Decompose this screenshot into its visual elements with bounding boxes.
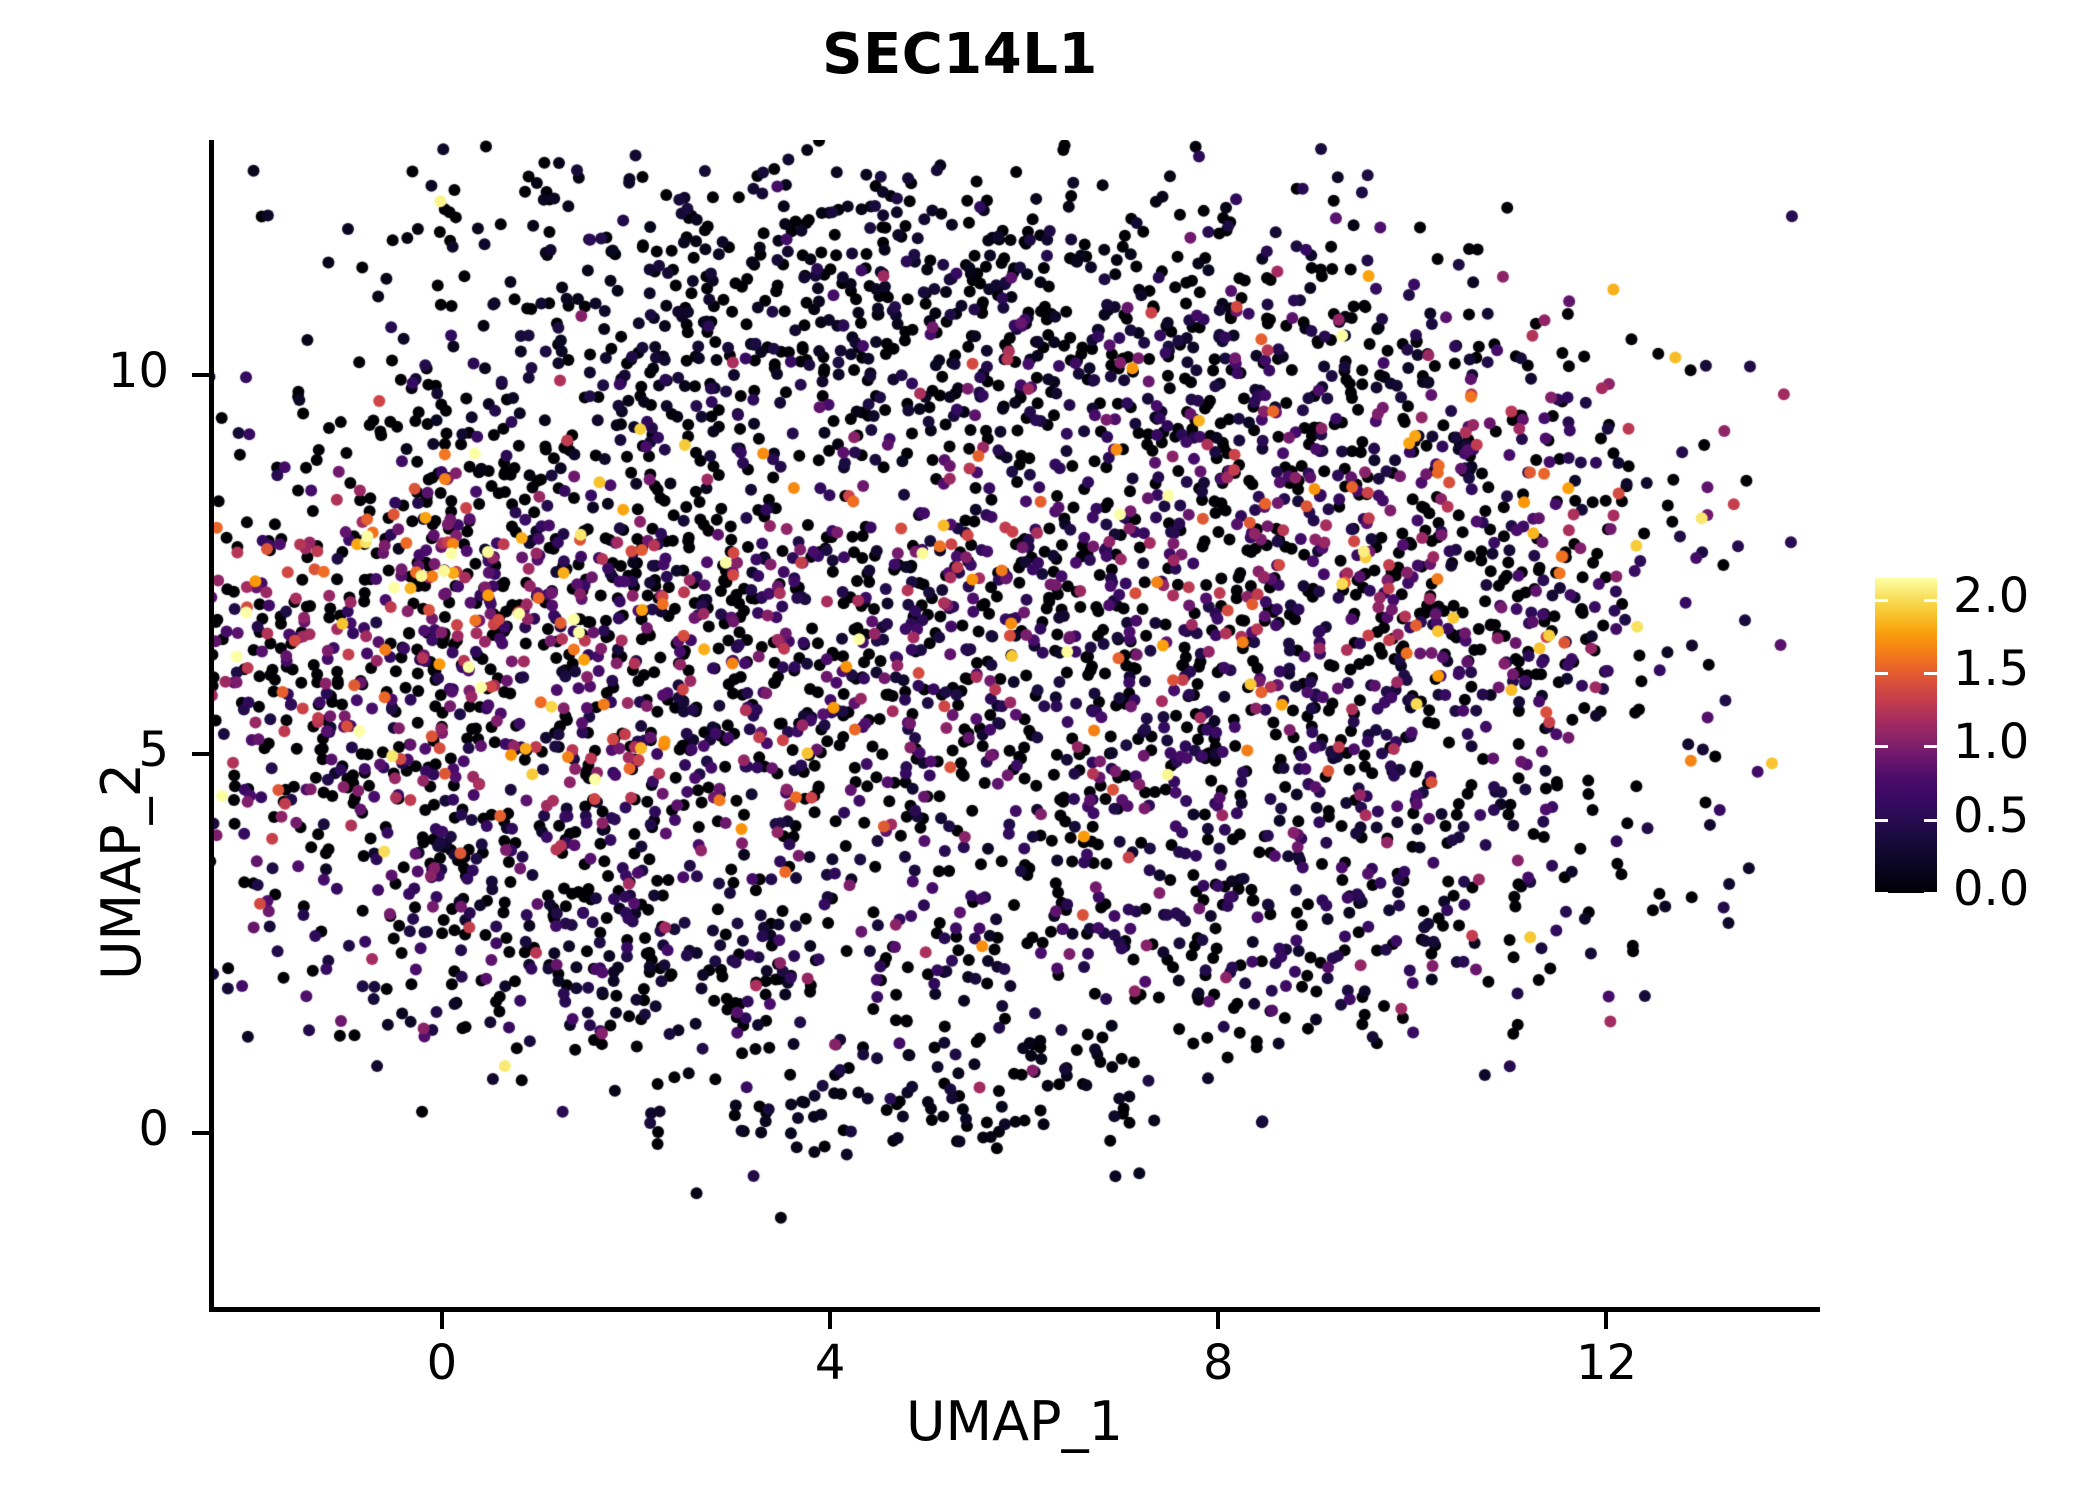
colorbar-tick-label: 1.5 bbox=[1953, 641, 2030, 698]
colorbar-tick-label: 0.5 bbox=[1953, 787, 2030, 844]
y-tick-label: 10 bbox=[107, 342, 169, 399]
colorbar-tick-label: 1.0 bbox=[1953, 714, 2030, 771]
x-axis-spine bbox=[209, 1307, 1820, 1312]
colorbar-tick-mark bbox=[1924, 598, 1937, 602]
x-tick-mark bbox=[439, 1312, 444, 1329]
colorbar-tick-mark bbox=[1875, 672, 1888, 676]
colorbar-tick-mark bbox=[1875, 745, 1888, 749]
y-tick-mark bbox=[192, 1130, 209, 1135]
x-tick-mark bbox=[1216, 1312, 1221, 1329]
y-axis-label: UMAP_2 bbox=[90, 763, 153, 980]
colorbar-tick-mark bbox=[1875, 818, 1888, 822]
colorbar-tick-label: 2.0 bbox=[1953, 567, 2030, 624]
y-tick-mark bbox=[192, 372, 209, 377]
y-tick-mark bbox=[192, 751, 209, 756]
colorbar-tick-mark bbox=[1875, 598, 1888, 602]
y-tick-label: 5 bbox=[138, 721, 169, 778]
x-tick-label: 0 bbox=[426, 1335, 458, 1391]
colorbar-gradient bbox=[1875, 578, 1937, 893]
plot-axes: 0 4 8 12 0 5 10 bbox=[108, 140, 1820, 1391]
x-tick-mark bbox=[828, 1312, 833, 1329]
colorbar-tick-mark bbox=[1924, 745, 1937, 749]
y-tick-label: 0 bbox=[138, 1100, 169, 1157]
colorbar-tick-mark bbox=[1924, 672, 1937, 676]
x-axis-label: UMAP_1 bbox=[906, 1390, 1123, 1453]
page-title: SEC14L1 bbox=[822, 22, 1098, 87]
x-tick-label: 12 bbox=[1575, 1335, 1638, 1391]
colorbar-tick-label: 0.0 bbox=[1953, 861, 2030, 917]
scatter-points-canvas bbox=[209, 140, 1820, 1307]
colorbar-tick-mark bbox=[1924, 892, 1937, 895]
colorbar-tick-mark bbox=[1924, 818, 1937, 822]
colorbar: 2.0 1.5 1.0 0.5 0.0 bbox=[1875, 568, 2029, 917]
y-axis-spine bbox=[209, 140, 214, 1312]
x-tick-mark bbox=[1604, 1312, 1609, 1329]
colorbar-tick-mark bbox=[1875, 892, 1888, 895]
x-tick-label: 4 bbox=[814, 1335, 846, 1391]
x-tick-label: 8 bbox=[1203, 1335, 1234, 1391]
